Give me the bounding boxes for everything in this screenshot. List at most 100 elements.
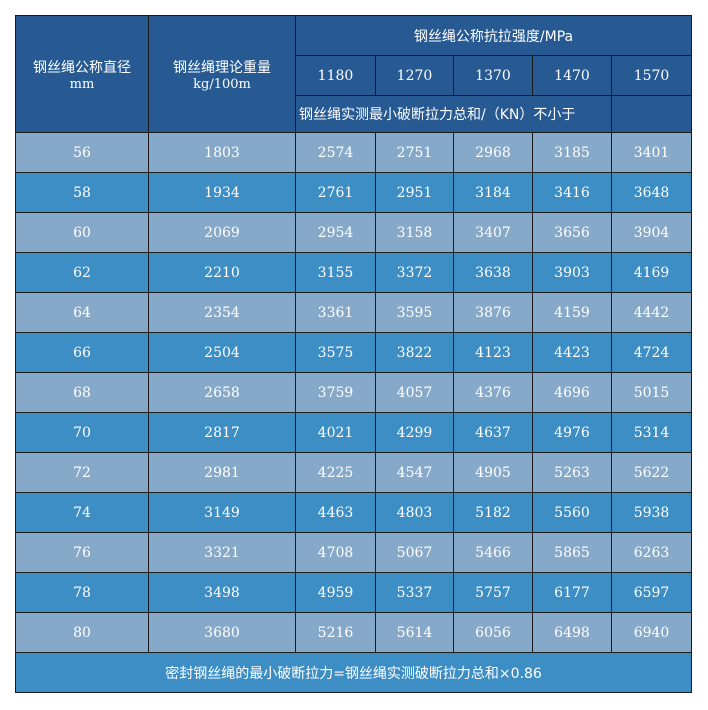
table-row: 58 1934 2761 2951 3184 3416 3648 — [15, 172, 693, 213]
cell-diameter: 56 — [15, 132, 149, 173]
cell-breaking-force: 3401 — [610, 132, 693, 173]
cell-breaking-force: 5182 — [453, 492, 533, 533]
cell-breaking-force: 4803 — [375, 492, 454, 533]
cell-breaking-force: 5216 — [295, 612, 376, 653]
cell-breaking-force: 3185 — [532, 132, 612, 173]
cell-weight: 1934 — [148, 172, 296, 213]
cell-weight: 3321 — [148, 532, 296, 573]
table-row: 76 3321 4708 5067 5466 5865 6263 — [15, 532, 693, 573]
cell-breaking-force: 2751 — [375, 132, 454, 173]
cell-breaking-force: 5466 — [453, 532, 533, 573]
cell-breaking-force: 4724 — [610, 332, 693, 373]
table-row: 56 1803 2574 2751 2968 3185 3401 — [15, 132, 693, 173]
cell-breaking-force: 5015 — [610, 372, 693, 413]
table-row: 66 2504 3575 3822 4123 4423 4724 — [15, 332, 693, 373]
cell-breaking-force: 5314 — [610, 412, 693, 453]
cell-breaking-force: 2761 — [295, 172, 376, 213]
cell-breaking-force: 3158 — [375, 212, 454, 253]
cell-diameter: 60 — [15, 212, 149, 253]
cell-breaking-force: 4225 — [295, 452, 376, 493]
cell-breaking-force: 4708 — [295, 532, 376, 573]
cell-weight: 2504 — [148, 332, 296, 373]
cell-breaking-force: 5337 — [375, 572, 454, 613]
cell-diameter: 74 — [15, 492, 149, 533]
diameter-label: 钢丝绳公称直径 — [33, 59, 131, 76]
cell-weight: 2817 — [148, 412, 296, 453]
header-weight: 钢丝绳理论重量 kg/100m — [148, 15, 296, 133]
cell-breaking-force: 6597 — [610, 572, 693, 613]
cell-breaking-force: 5560 — [532, 492, 612, 533]
strength-1270: 1270 — [375, 55, 454, 96]
header-diameter: 钢丝绳公称直径 mm — [15, 15, 149, 133]
cell-breaking-force: 5865 — [532, 532, 612, 573]
header-strength: 钢丝绳公称抗拉强度/MPa — [294, 15, 693, 56]
header-empty-cell — [610, 95, 693, 133]
cell-breaking-force: 6263 — [610, 532, 693, 573]
cell-breaking-force: 3648 — [610, 172, 693, 213]
weight-unit: kg/100m — [193, 76, 251, 92]
cell-weight: 2658 — [148, 372, 296, 413]
footer-note: 密封钢丝绳的最小破断拉力=钢丝绳实测破断拉力总和×0.86 — [14, 652, 693, 693]
table-row: 68 2658 3759 4057 4376 4696 5015 — [15, 372, 693, 413]
cell-weight: 3680 — [148, 612, 296, 653]
cell-breaking-force: 4976 — [532, 412, 612, 453]
cell-breaking-force: 5757 — [453, 572, 533, 613]
cell-breaking-force: 6056 — [453, 612, 533, 653]
cell-breaking-force: 4057 — [375, 372, 454, 413]
cell-breaking-force: 3416 — [532, 172, 612, 213]
cell-breaking-force: 2951 — [375, 172, 454, 213]
cell-breaking-force: 3372 — [375, 252, 454, 293]
strength-1570: 1570 — [610, 55, 693, 96]
table-row: 80 3680 5216 5614 6056 6498 6940 — [15, 612, 693, 653]
cell-breaking-force: 3595 — [375, 292, 454, 333]
diameter-unit: mm — [69, 76, 95, 92]
cell-breaking-force: 3407 — [453, 212, 533, 253]
cell-diameter: 68 — [15, 372, 149, 413]
cell-breaking-force: 4299 — [375, 412, 454, 453]
cell-breaking-force: 2968 — [453, 132, 533, 173]
cell-breaking-force: 3822 — [375, 332, 454, 373]
cell-breaking-force: 4696 — [532, 372, 612, 413]
cell-breaking-force: 3575 — [295, 332, 376, 373]
cell-breaking-force: 3184 — [453, 172, 533, 213]
strength-1180: 1180 — [295, 55, 376, 96]
cell-diameter: 64 — [15, 292, 149, 333]
cell-breaking-force: 4021 — [295, 412, 376, 453]
table-row: 62 2210 3155 3372 3638 3903 4169 — [15, 252, 693, 293]
cell-breaking-force: 6498 — [532, 612, 612, 653]
cell-breaking-force: 2954 — [295, 212, 376, 253]
cell-breaking-force: 3656 — [532, 212, 612, 253]
cell-diameter: 76 — [15, 532, 149, 573]
cell-weight: 2069 — [148, 212, 296, 253]
cell-breaking-force: 4423 — [532, 332, 612, 373]
cell-weight: 3149 — [148, 492, 296, 533]
cell-breaking-force: 5938 — [610, 492, 693, 533]
cell-breaking-force: 3361 — [295, 292, 376, 333]
cell-diameter: 80 — [15, 612, 149, 653]
weight-label: 钢丝绳理论重量 — [173, 59, 271, 76]
wire-rope-spec-table: 钢丝绳公称直径 mm 钢丝绳理论重量 kg/100m 钢丝绳公称抗拉强度/MPa… — [14, 15, 693, 693]
cell-diameter: 58 — [15, 172, 149, 213]
table-row: 72 2981 4225 4547 4905 5263 5622 — [15, 452, 693, 493]
table-row: 70 2817 4021 4299 4637 4976 5314 — [15, 412, 693, 453]
cell-breaking-force: 4376 — [453, 372, 533, 413]
cell-breaking-force: 5263 — [532, 452, 612, 493]
cell-breaking-force: 4905 — [453, 452, 533, 493]
cell-breaking-force: 4159 — [532, 292, 612, 333]
cell-weight: 2354 — [148, 292, 296, 333]
cell-diameter: 72 — [15, 452, 149, 493]
cell-weight: 2210 — [148, 252, 296, 293]
cell-breaking-force: 3638 — [453, 252, 533, 293]
cell-diameter: 70 — [15, 412, 149, 453]
cell-diameter: 78 — [15, 572, 149, 613]
table-row: 78 3498 4959 5337 5757 6177 6597 — [15, 572, 693, 613]
cell-breaking-force: 6940 — [610, 612, 693, 653]
table-row: 64 2354 3361 3595 3876 4159 4442 — [15, 292, 693, 333]
cell-diameter: 62 — [15, 252, 149, 293]
header-breaking-force: 钢丝绳实测最小破断拉力总和/（KN）不小于 — [295, 95, 612, 133]
cell-breaking-force: 4463 — [295, 492, 376, 533]
cell-breaking-force: 4959 — [295, 572, 376, 613]
cell-diameter: 66 — [15, 332, 149, 373]
cell-weight: 2981 — [148, 452, 296, 493]
cell-breaking-force: 3903 — [532, 252, 612, 293]
